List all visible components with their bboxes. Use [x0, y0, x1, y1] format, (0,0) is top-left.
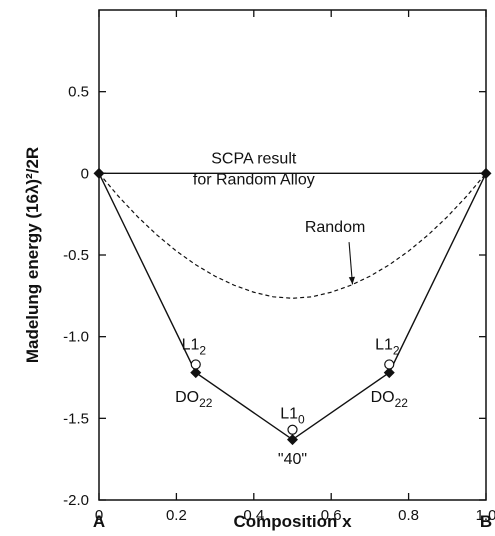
y-tick-label: -1.5: [63, 410, 89, 427]
random-arrow-head: [348, 276, 355, 285]
random-curve-dashed: [98, 172, 487, 299]
ordered-structure-point: [93, 167, 105, 179]
annotation-label-40: "40": [278, 451, 307, 468]
annotation-subscript: 22: [395, 396, 409, 410]
y-tick-label: -1.0: [63, 329, 89, 346]
x-axis-label: Composition x: [233, 512, 352, 531]
open-circle-point: [190, 359, 201, 370]
annotation-subscript: 2: [393, 344, 400, 358]
ordered-structure-point: [190, 367, 202, 379]
annotation-do22-left: DO22: [175, 389, 213, 410]
y-tick-label: -2.0: [63, 492, 89, 509]
annotation-do22-right: DO22: [371, 389, 409, 410]
y-tick-label: -0.5: [63, 247, 89, 264]
open-circle-point: [287, 424, 298, 435]
annotation-scpa-line: SCPA result: [211, 151, 297, 168]
annotation-random: Random: [305, 219, 365, 236]
annotation-main-text: DO: [175, 389, 199, 406]
end-label-b: B: [480, 512, 492, 531]
x-tick-label: 0.4: [243, 507, 264, 524]
annotation-main-text: L1: [280, 405, 298, 422]
x-tick-label: 1.0: [476, 507, 495, 524]
x-tick-label: 0.6: [321, 507, 342, 524]
end-label-a: A: [93, 512, 105, 531]
series-line-2: [98, 173, 487, 441]
annotation-l12-right: L12: [375, 337, 400, 358]
annotation-main-text: DO: [371, 389, 395, 406]
x-tick-label: 0.8: [398, 507, 419, 524]
x-tick-label: 0: [95, 507, 103, 524]
annotation-l10: L10: [280, 405, 305, 426]
open-circle-point: [384, 359, 395, 370]
annotation-main-text: L1: [375, 337, 393, 354]
ordered-structure-point: [287, 434, 298, 446]
annotation-main-text: L1: [182, 337, 200, 354]
ordered-structure-point: [383, 367, 395, 379]
annotation-subscript: 22: [199, 396, 213, 410]
x-tick-label: 0.2: [166, 507, 187, 524]
annotation-scpa-line: for Random Alloy: [193, 172, 315, 189]
annotation-l12-left: L12: [182, 337, 207, 358]
y-tick-label: 0.5: [68, 84, 89, 101]
y-tick-label: 0: [81, 165, 89, 182]
y-axis-label: Madelung energy (16λ)²/2R: [23, 147, 42, 363]
ordered-structure-point: [480, 167, 492, 179]
annotation-subscript: 2: [199, 344, 206, 358]
annotation-subscript: 0: [298, 412, 305, 426]
